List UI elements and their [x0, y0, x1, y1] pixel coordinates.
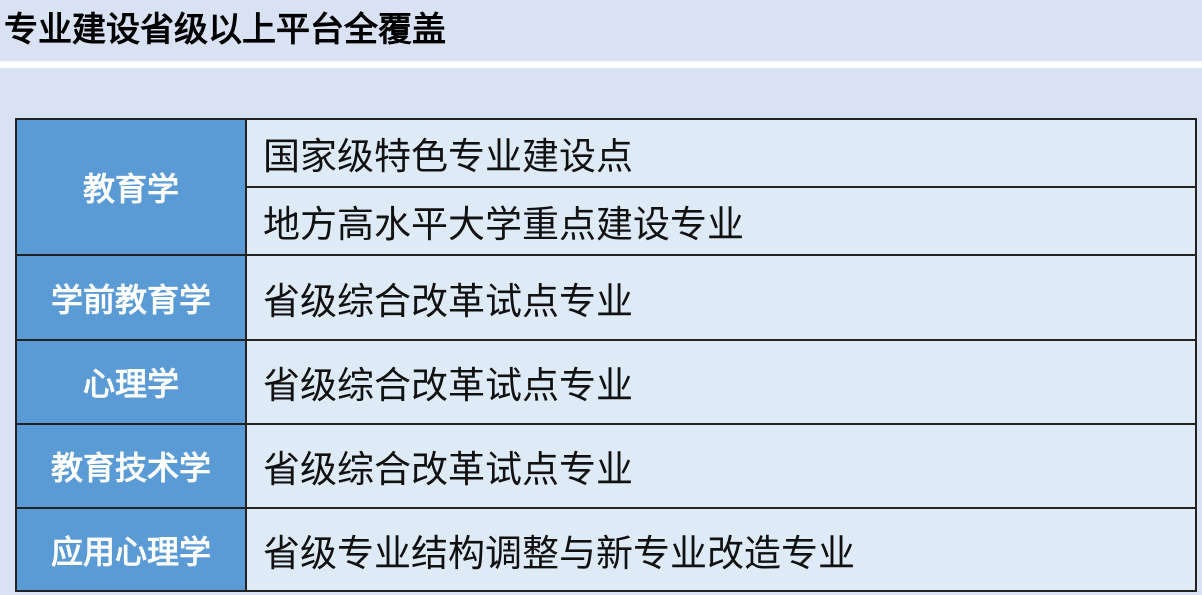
major-cell: 应用心理学	[15, 507, 247, 592]
table-row: 地方高水平大学重点建设专业	[16, 186, 1197, 256]
table-row: 学前教育学 省级综合改革试点专业	[15, 254, 1197, 341]
majors-table: 教育学 国家级特色专业建设点 地方高水平大学重点建设专业 学前教育学 省级综合改…	[15, 118, 1197, 592]
divider	[0, 61, 1202, 68]
platform-cell: 省级综合改革试点专业	[245, 254, 1197, 341]
platform-cell: 地方高水平大学重点建设专业	[245, 186, 1197, 256]
platform-cell: 国家级特色专业建设点	[245, 118, 1197, 188]
platform-cell: 省级综合改革试点专业	[245, 423, 1197, 509]
major-cell: 教育技术学	[15, 423, 247, 509]
platform-cell: 省级综合改革试点专业	[245, 339, 1197, 425]
page-title: 专业建设省级以上平台全覆盖	[0, 0, 1202, 60]
major-cell: 教育学	[15, 118, 247, 256]
major-cell: 学前教育学	[15, 254, 247, 341]
table-row: 心理学 省级综合改革试点专业	[15, 339, 1197, 425]
table-row: 教育技术学 省级综合改革试点专业	[15, 423, 1197, 509]
table-row: 教育学 国家级特色专业建设点	[15, 118, 1197, 256]
platform-cell: 省级专业结构调整与新专业改造专业	[245, 507, 1197, 592]
table-row: 应用心理学 省级专业结构调整与新专业改造专业	[15, 507, 1197, 592]
major-cell: 心理学	[15, 339, 247, 425]
